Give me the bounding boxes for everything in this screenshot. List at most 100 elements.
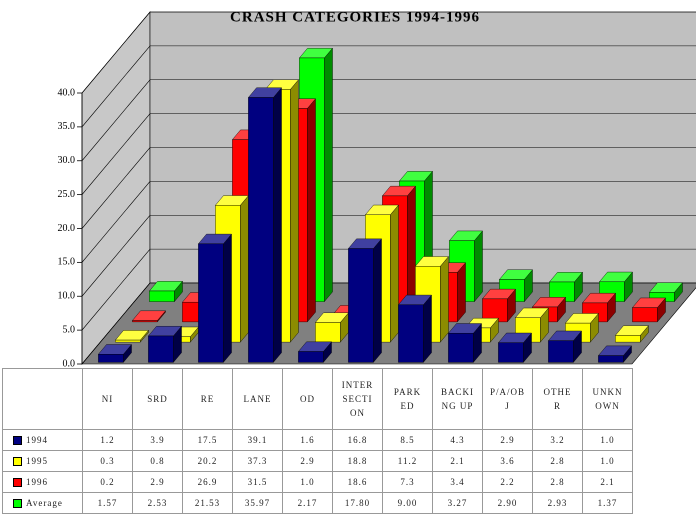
value-cell: 37.3 [232, 450, 283, 472]
value-cell: 2.93 [532, 492, 583, 514]
legend-swatch [13, 499, 22, 509]
bar-side [423, 294, 432, 363]
bar-front [482, 298, 508, 323]
series-row: 1995 0.3 0.8 20.2 37.3 2.9 18.8 11.2 2.1 3.6 2.8 1.… [2, 450, 633, 472]
bar [597, 345, 632, 363]
bar-front [148, 335, 174, 363]
value-cell: 17.80 [332, 492, 383, 514]
bar-front [348, 248, 374, 363]
legend-label: Average [26, 498, 63, 508]
value-cell: 1.2 [82, 429, 133, 451]
category-label: P/A/OB J [482, 368, 533, 430]
bar [631, 297, 666, 323]
legend-swatch [13, 457, 22, 467]
value-cell: 1.0 [282, 471, 333, 493]
bar-front [632, 307, 658, 323]
category-label: NI [82, 368, 133, 430]
value-cell: 17.5 [182, 429, 233, 451]
value-cell: 1.0 [582, 450, 633, 472]
bar [247, 87, 282, 363]
bar-side [223, 233, 232, 363]
bar-side [474, 230, 483, 303]
bars [97, 47, 683, 363]
y-tick-label: 10.0 [58, 291, 76, 302]
category-label: OD [282, 368, 333, 430]
bar-side [457, 262, 466, 323]
value-cell: 2.53 [132, 492, 183, 514]
value-cell: 2.8 [532, 450, 583, 472]
bar-front [548, 340, 574, 363]
bar-front [98, 354, 124, 363]
grid-line [81, 79, 696, 161]
bar-front [298, 351, 324, 363]
grid-line [81, 181, 696, 263]
value-cell: 18.8 [332, 450, 383, 472]
bar [114, 329, 149, 343]
value-cell: 1.57 [82, 492, 133, 514]
grid-line [81, 45, 696, 128]
bar-front [398, 304, 424, 363]
value-cell: 26.9 [182, 471, 233, 493]
bar-side [373, 238, 382, 363]
bar [447, 322, 482, 363]
bar-front [198, 243, 224, 363]
bar-front [115, 339, 141, 343]
value-cell: 0.3 [82, 450, 133, 472]
value-cell: 39.1 [232, 429, 283, 451]
category-label: INTER SECTI ON [332, 368, 383, 430]
y-tick-label: 35.0 [58, 121, 76, 132]
value-cell: 7.3 [382, 471, 433, 493]
legend-cell: 1995 [2, 450, 83, 472]
bar [97, 343, 132, 363]
category-label: SRD [132, 368, 183, 430]
value-cell: 2.9 [482, 429, 533, 451]
value-cell: 3.9 [132, 429, 183, 451]
legend-label: 1996 [26, 477, 48, 487]
bar-front [615, 335, 641, 343]
value-cell: 2.2 [482, 471, 533, 493]
grid-line [81, 147, 696, 229]
bar-front [132, 320, 158, 323]
bar [347, 238, 382, 363]
category-label: PARK ED [382, 368, 433, 430]
chart-title: CRASH CATEGORIES 1994-1996 [230, 9, 480, 25]
value-cell: 3.2 [532, 429, 583, 451]
series-row: 1996 0.2 2.9 26.9 31.5 1.0 18.6 7.3 3.4 2.2 2.8 2.1 [2, 471, 633, 493]
bar [197, 233, 232, 363]
bar-side [390, 204, 399, 343]
value-cell: 0.2 [82, 471, 133, 493]
bar-front [598, 355, 624, 363]
chart: 0.0 5.0 10.0 15.0 20.0 25.0 30.0 35.0 40.0 CRASH… [58, 9, 696, 368]
bar-side [440, 255, 449, 343]
category-label: BACKI NG UP [432, 368, 483, 430]
header-row: NI SRD RE LANE OD INTER SECTI ON PARK ED BACKI … [2, 368, 633, 430]
bar [314, 312, 349, 343]
legend-label: 1994 [26, 435, 48, 445]
bar [414, 255, 449, 343]
bar-front [315, 322, 341, 343]
grid-line [81, 248, 696, 331]
value-cell: 2.9 [282, 450, 333, 472]
bar-front [448, 333, 474, 363]
legend-swatch [13, 436, 22, 446]
legend-cell: Average [2, 492, 83, 514]
bar [564, 312, 599, 343]
grid-line [81, 11, 696, 94]
bar-front [248, 97, 274, 363]
series-row: 1994 1.2 3.9 17.5 39.1 1.6 16.8 8.5 4.3 2.9 3.2 1.0 [2, 429, 633, 451]
bar-side [324, 47, 333, 303]
bar [147, 325, 182, 363]
value-cell: 21.53 [182, 492, 233, 514]
value-cell: 3.6 [482, 450, 533, 472]
bar [497, 332, 532, 363]
value-cell: 2.9 [132, 471, 183, 493]
bar-side [307, 98, 316, 323]
value-cell: 3.27 [432, 492, 483, 514]
value-cell: 18.6 [332, 471, 383, 493]
bar-side [290, 79, 299, 343]
y-tick-label: 25.0 [58, 189, 76, 200]
grid-line [81, 214, 696, 297]
value-cell: 11.2 [382, 450, 433, 472]
category-label: LANE [232, 368, 283, 430]
